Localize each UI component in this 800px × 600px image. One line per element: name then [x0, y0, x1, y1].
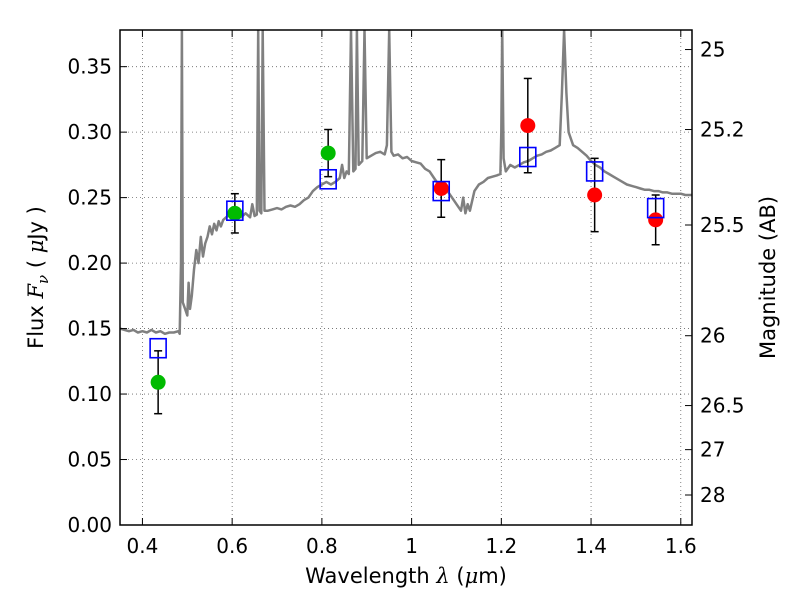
grid-lines: [120, 30, 692, 526]
y2-tick-label: 25.2: [700, 118, 745, 142]
data-point-marker: [433, 180, 449, 196]
spectrum-line: [120, 30, 692, 336]
plot-frame: [119, 29, 693, 526]
data-point-marker: [587, 187, 603, 203]
y2-tick-label: 25.5: [700, 213, 745, 237]
x-tick-label: 1.6: [665, 534, 697, 558]
x-axis-label-unit-close: m): [478, 564, 507, 588]
y-axis-label-unit-open: (: [24, 253, 48, 275]
data-point-marker: [320, 145, 336, 161]
x-tick-label: 0.6: [216, 534, 248, 558]
y-tick-label: 0.20: [67, 251, 112, 275]
x-tick-label: 1.4: [575, 534, 607, 558]
y-tick-label: 0.25: [67, 186, 112, 210]
y-tick-label: 0.00: [67, 513, 112, 537]
x-axis-label-unit-mu: μ: [465, 564, 479, 588]
x-axis-label: Wavelength λ (μm): [305, 564, 507, 588]
error-bars: [154, 77, 660, 415]
model-square-marker: [519, 146, 537, 168]
y-axis-label-unit-close: Jy ): [24, 206, 48, 242]
y-tick-label: 0.35: [67, 55, 112, 79]
model-square-marker: [646, 197, 665, 219]
y2-tick-label: 27: [700, 438, 725, 462]
model-square-marker: [585, 161, 604, 182]
model-square-marker: [149, 337, 167, 359]
model-square-marker: [319, 168, 337, 190]
data-markers: [149, 118, 665, 390]
x-axis-label-var: λ: [435, 564, 449, 588]
model-spectrum: [120, 30, 692, 336]
x-tick-label: 0.8: [306, 534, 338, 558]
data-point-marker: [150, 374, 166, 390]
y-axis-label-var: F: [24, 283, 48, 300]
x-tick-label: 1: [405, 534, 418, 558]
model-square-marker: [432, 180, 451, 202]
y2-tick-label: 25: [700, 38, 725, 62]
model-square-marker: [226, 200, 244, 222]
y-axis-label-sub: ν: [34, 275, 52, 284]
y2-tick-label: 26.5: [700, 394, 745, 418]
axis-ticks: 0.4 0.6 0.8 1 1.2 1.4 1.6 0.00 0.05 0.10 0.15 0.20 0…: [67, 30, 745, 558]
y-axis-label-unit-mu: μ: [24, 240, 48, 254]
data-point-marker: [648, 212, 664, 228]
y-axis-label-prefix: Flux: [24, 299, 48, 349]
y2-tick-label: 28: [700, 483, 725, 507]
x-axis-label-prefix: Wavelength: [305, 564, 436, 588]
y-axis-label: Flux Fν ( μJy ): [24, 206, 52, 349]
y-tick-label: 0.30: [67, 120, 112, 144]
y-tick-label: 0.10: [67, 382, 112, 406]
y-tick-label: 0.05: [67, 448, 112, 472]
data-point-marker: [227, 205, 243, 221]
x-tick-label: 1.2: [485, 534, 517, 558]
y2-tick-label: 26: [700, 324, 725, 348]
x-tick-label: 0.4: [127, 534, 159, 558]
data-point-marker: [520, 118, 536, 134]
right-axis-label: Magnitude (AB): [756, 196, 780, 359]
y-tick-label: 0.15: [67, 317, 112, 341]
x-axis-label-unit-open: (: [450, 564, 465, 588]
